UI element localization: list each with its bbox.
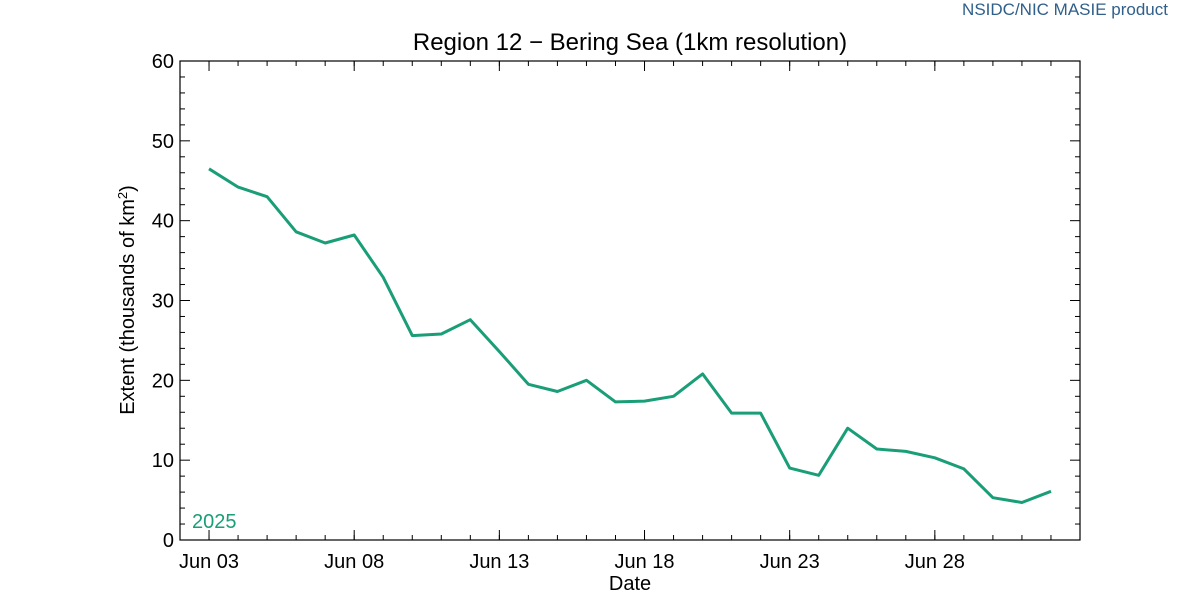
y-tick-label: 60 <box>152 51 174 73</box>
x-tick-label: Jun 13 <box>469 551 529 573</box>
x-axis: Jun 03 Jun 08 Jun 13 Jun 18 Jun 23 Jun 28 <box>179 61 1052 573</box>
y-tick-label: 0 <box>163 530 174 552</box>
credit-label: NSIDC/NIC MASIE product <box>962 0 1168 19</box>
x-tick-label: Jun 08 <box>324 551 384 573</box>
x-tick-label: Jun 18 <box>614 551 674 573</box>
y-tick-label: 50 <box>152 131 174 153</box>
x-tick-label: Jun 28 <box>905 551 965 573</box>
y-tick-label: 10 <box>152 450 174 472</box>
y-tick-label: 30 <box>152 291 174 313</box>
y-axis-label: Extent (thousands of km2) <box>115 185 139 415</box>
y-tick-label: 40 <box>152 211 174 233</box>
y-tick-label: 20 <box>152 370 174 392</box>
plot-border <box>179 60 1081 541</box>
x-tick-label: Jun 03 <box>179 551 239 573</box>
series-group <box>208 167 1052 504</box>
series-line <box>208 167 1052 504</box>
plot-frame <box>179 60 1081 541</box>
x-axis-label: Date <box>609 573 651 595</box>
y-axis: 0 10 20 30 40 50 60 <box>152 51 1080 552</box>
chart-title: Region 12 − Bering Sea (1km resolution) <box>413 29 847 56</box>
year-annotation: 2025 <box>192 511 237 533</box>
x-tick-label: Jun 23 <box>760 551 820 573</box>
